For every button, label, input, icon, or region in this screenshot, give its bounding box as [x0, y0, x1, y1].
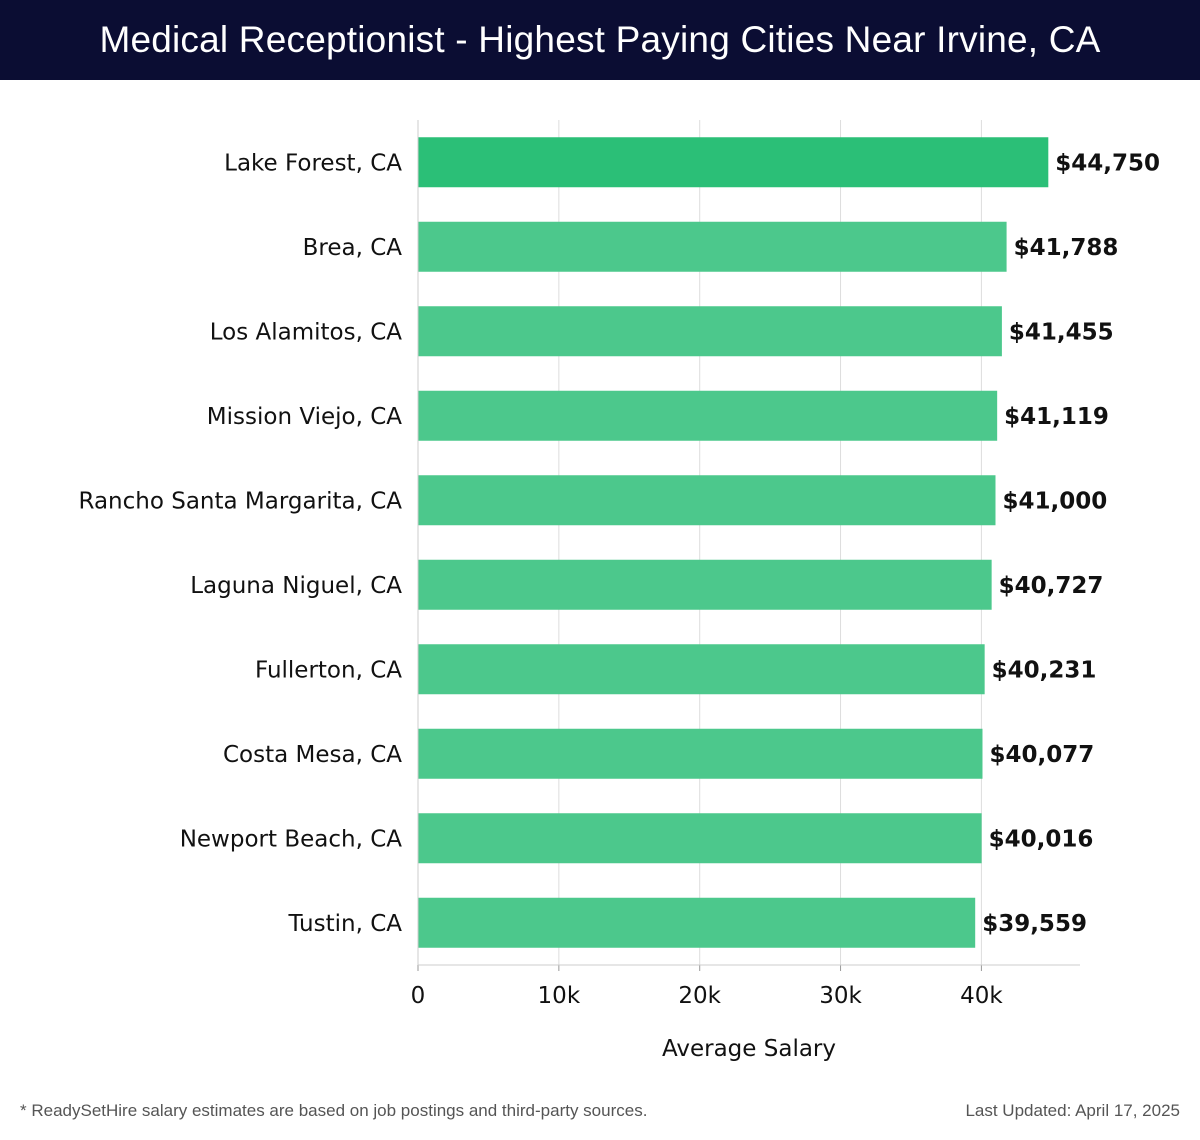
chart-header: Medical Receptionist - Highest Paying Ci… [0, 0, 1200, 80]
x-tick-label: 10k [538, 983, 581, 1009]
bar-layer [418, 137, 1049, 948]
category-label: Lake Forest, CA [224, 150, 402, 176]
value-label: $40,077 [989, 742, 1094, 768]
category-label: Brea, CA [303, 235, 403, 261]
value-label: $41,788 [1014, 235, 1119, 261]
value-label: $41,455 [1009, 319, 1114, 345]
category-label: Laguna Niguel, CA [190, 573, 402, 599]
value-label: $39,559 [982, 911, 1087, 937]
bar [418, 475, 996, 526]
category-label: Tustin, CA [287, 911, 402, 937]
bar [418, 559, 992, 610]
footer-source-note: * ReadySetHire salary estimates are base… [20, 1101, 648, 1120]
category-label: Mission Viejo, CA [207, 404, 402, 430]
bar [418, 390, 998, 441]
bar [418, 813, 982, 864]
bar [418, 137, 1049, 188]
x-tick-label: 20k [678, 983, 721, 1009]
value-label: $44,750 [1055, 150, 1160, 176]
bar [418, 728, 983, 779]
x-axis-label: Average Salary [662, 1036, 836, 1062]
bar [418, 221, 1007, 272]
bar [418, 897, 976, 948]
value-label: $41,119 [1004, 404, 1109, 430]
bar [418, 306, 1002, 357]
footer-last-updated: Last Updated: April 17, 2025 [965, 1101, 1180, 1120]
value-label: $40,231 [992, 657, 1097, 683]
category-label: Costa Mesa, CA [223, 742, 402, 768]
bar [418, 644, 985, 695]
chart-title: Medical Receptionist - Highest Paying Ci… [99, 19, 1101, 60]
category-label: Rancho Santa Margarita, CA [78, 488, 402, 514]
value-label: $41,000 [1002, 488, 1107, 514]
value-label: $40,727 [999, 573, 1104, 599]
category-label: Fullerton, CA [255, 657, 402, 683]
x-tick-label: 0 [411, 983, 426, 1009]
category-label: Los Alamitos, CA [210, 319, 403, 345]
x-tick-label: 30k [819, 983, 862, 1009]
value-label: $40,016 [989, 826, 1094, 852]
category-label: Newport Beach, CA [180, 826, 403, 852]
x-tick-label: 40k [960, 983, 1003, 1009]
axis-layer: 0 10k 20k 30k 40k Average Salary [411, 120, 1080, 1062]
bar-chart: Lake Forest, CA $44,750 Brea, CA $41,788 Los… [78, 120, 1160, 1062]
label-layer: Lake Forest, CA $44,750 Brea, CA $41,788 Los… [78, 150, 1160, 937]
